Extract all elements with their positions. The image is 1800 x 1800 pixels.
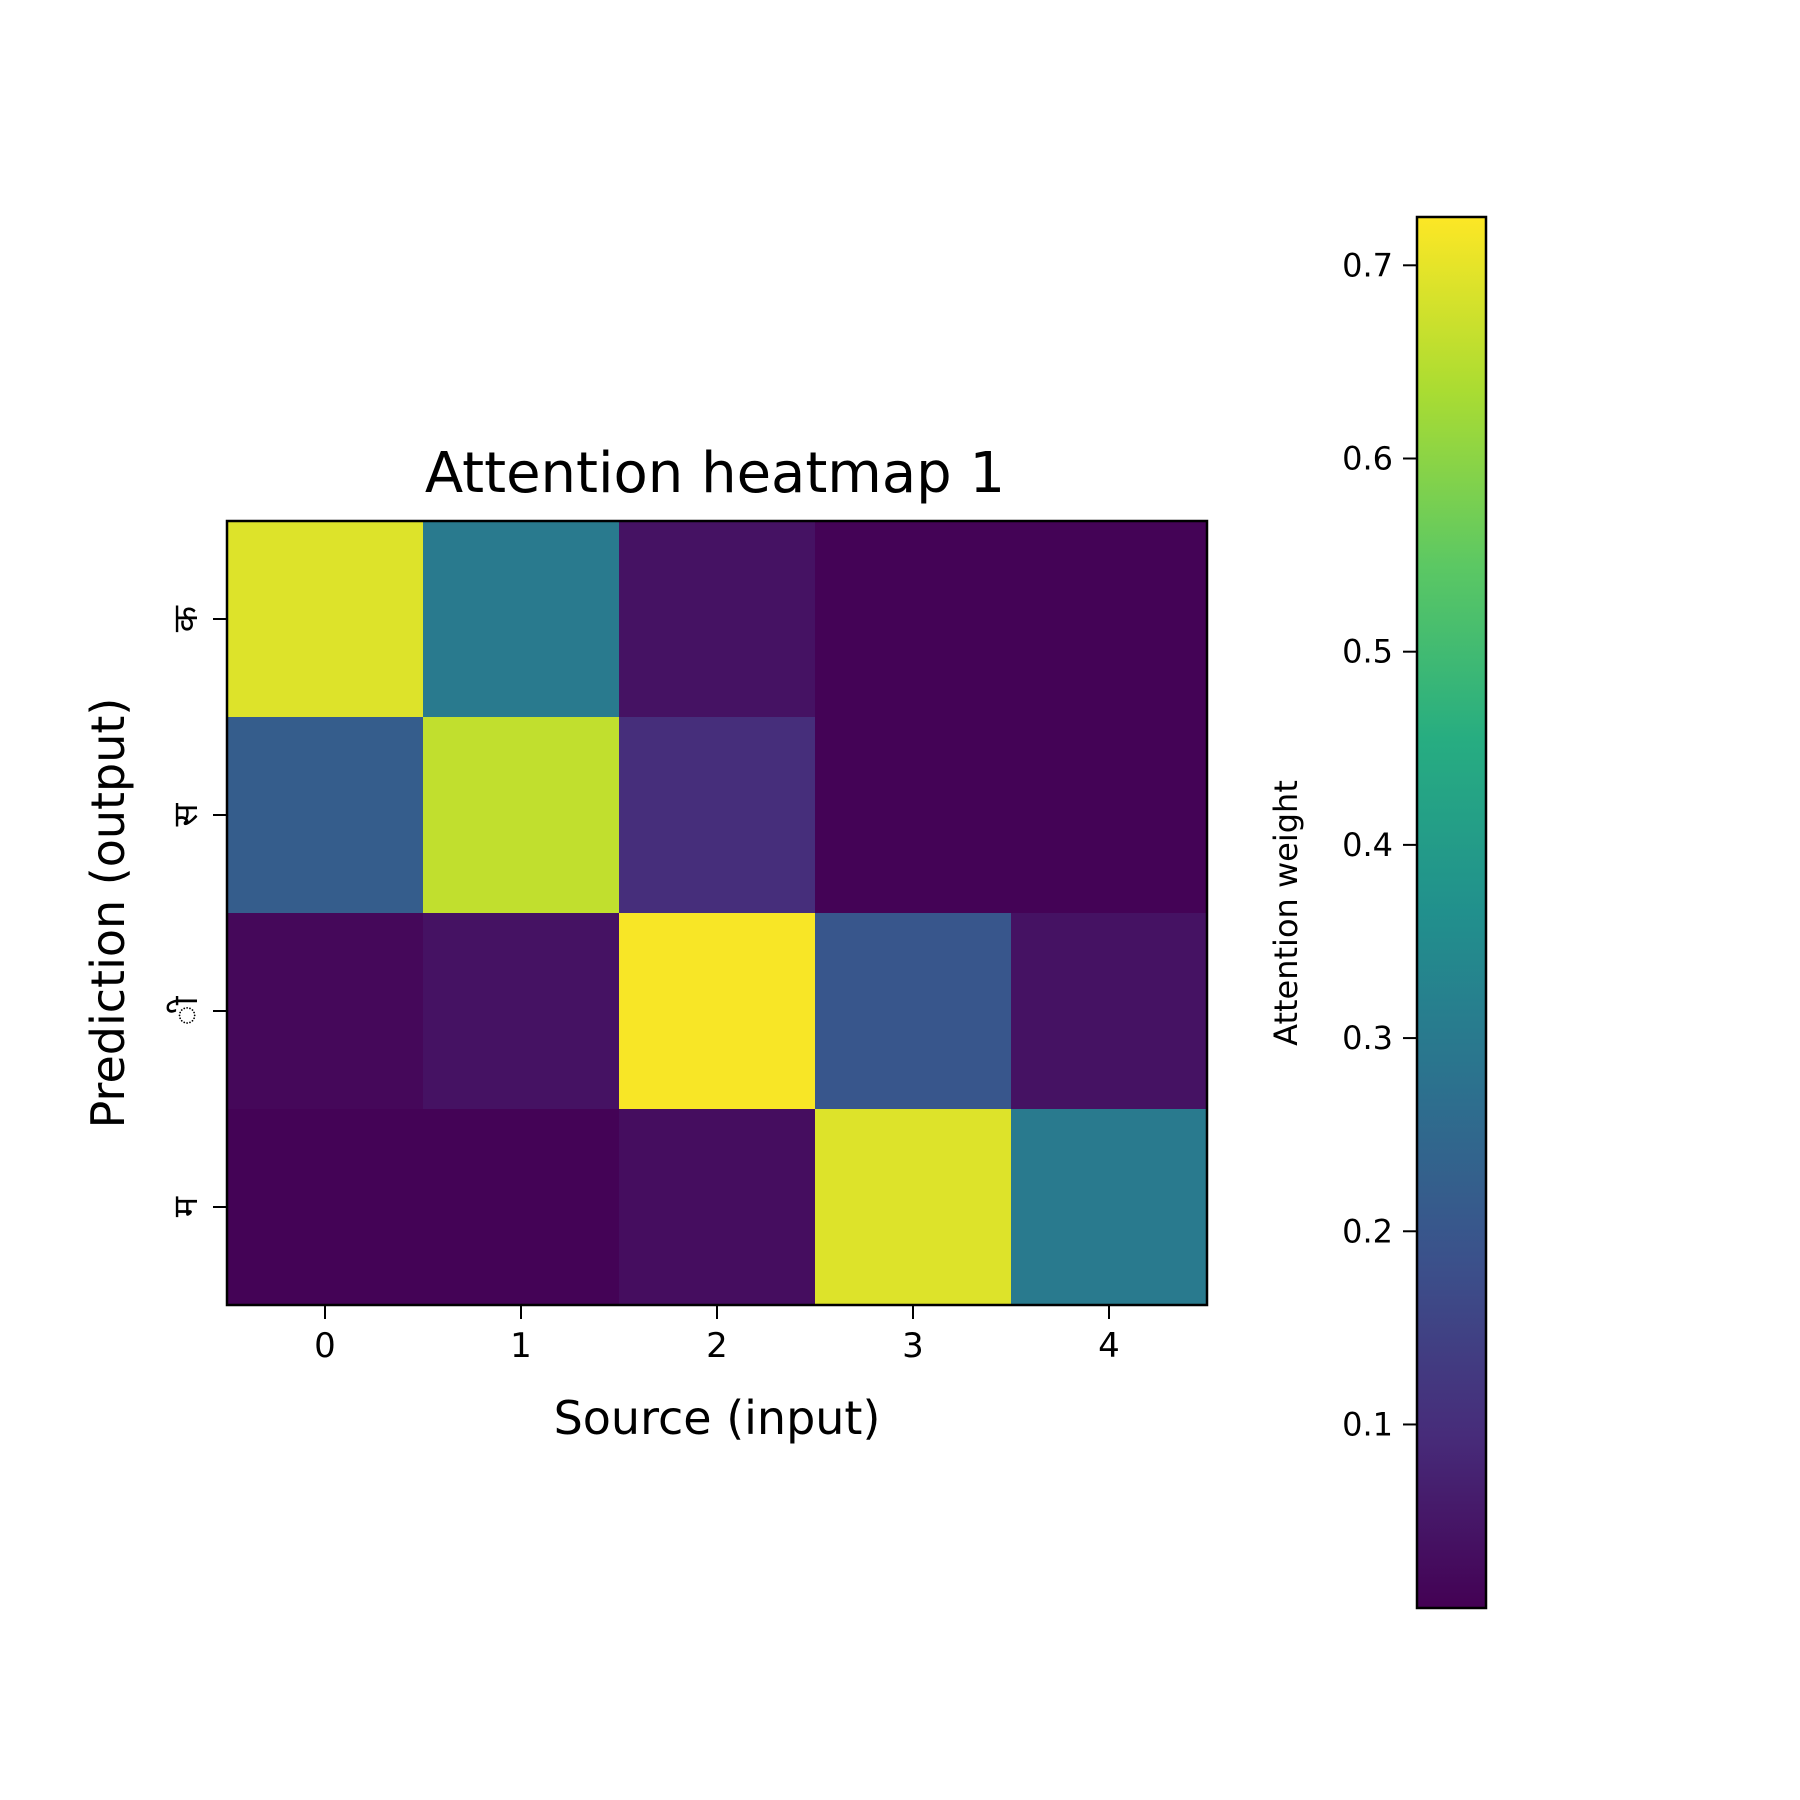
x-tick-label: 3 bbox=[902, 1326, 924, 1366]
heatmap-cell bbox=[1011, 717, 1208, 914]
heatmap-cell bbox=[1011, 1109, 1208, 1306]
heatmap-cell bbox=[1011, 913, 1208, 1110]
x-tick-label: 2 bbox=[706, 1326, 728, 1366]
heatmap-cell bbox=[619, 1109, 816, 1306]
heatmap-cell bbox=[227, 913, 424, 1110]
colorbar-ticks: 0.1 0.2 0.3 0.4 0.5 0.6 0.7 bbox=[1342, 246, 1417, 1443]
colorbar-tick-label: 0.5 bbox=[1342, 633, 1393, 671]
y-tick-label: ी bbox=[166, 995, 206, 1025]
colorbar-tick-label: 0.7 bbox=[1342, 246, 1393, 284]
heatmap-cell bbox=[619, 717, 816, 914]
heatmap-cell bbox=[423, 717, 620, 914]
heatmap-cell bbox=[815, 521, 1012, 718]
heatmap-cell bbox=[619, 521, 816, 718]
colorbar bbox=[1415, 215, 1488, 1610]
y-tick-label: स bbox=[166, 802, 206, 826]
heatmap-cell bbox=[815, 717, 1012, 914]
colorbar-label: Attention weight bbox=[1267, 780, 1305, 1046]
y-tick-label: म bbox=[166, 1196, 206, 1217]
colorbar-tick-label: 0.4 bbox=[1342, 826, 1393, 864]
x-tick-label: 1 bbox=[510, 1326, 532, 1366]
x-tick-label: 4 bbox=[1098, 1326, 1120, 1366]
heatmap-cell bbox=[1011, 521, 1208, 718]
heatmap-cell bbox=[815, 913, 1012, 1110]
x-tick-label: 0 bbox=[314, 1326, 336, 1366]
heatmap-cell bbox=[227, 521, 424, 718]
colorbar-tick-label: 0.3 bbox=[1342, 1019, 1393, 1057]
colorbar-tick-label: 0.2 bbox=[1342, 1212, 1393, 1250]
heatmap-cells bbox=[227, 521, 1208, 1306]
heatmap-cell bbox=[227, 717, 424, 914]
heatmap-cell bbox=[619, 913, 816, 1110]
colorbar-tick-label: 0.1 bbox=[1342, 1405, 1393, 1443]
y-tick-label: क bbox=[166, 605, 206, 632]
heatmap-cell bbox=[227, 1109, 424, 1306]
x-axis-label: Source (input) bbox=[554, 1391, 881, 1445]
heatmap-cell bbox=[423, 913, 620, 1110]
y-axis-ticks: क सी म bbox=[166, 605, 227, 1217]
heatmap-cell bbox=[815, 1109, 1012, 1306]
heatmap-cell bbox=[423, 1109, 620, 1306]
heatmap-cell bbox=[423, 521, 620, 718]
y-axis-label: Prediction (output) bbox=[81, 698, 135, 1129]
x-axis-ticks: 0 1 2 3 4 bbox=[314, 1305, 1120, 1366]
colorbar-tick-label: 0.6 bbox=[1342, 439, 1393, 477]
chart-title: Attention heatmap 1 bbox=[425, 441, 1005, 506]
